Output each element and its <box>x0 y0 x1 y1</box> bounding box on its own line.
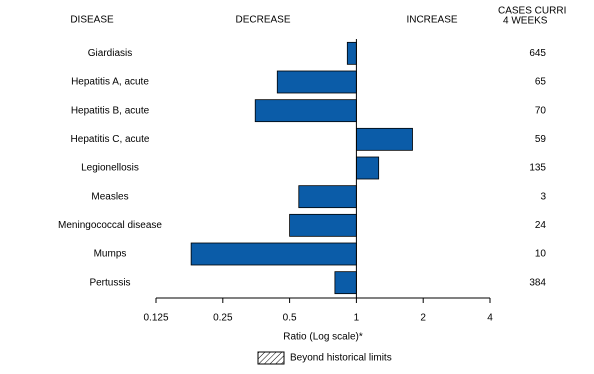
category-label: Mumps <box>94 249 127 260</box>
cases-value: 645 <box>529 48 546 59</box>
x-tick-label: 1 <box>354 313 360 324</box>
header-decrease: DECREASE <box>235 15 290 26</box>
x-tick-label: 4 <box>487 313 493 324</box>
category-label: Legionellosis <box>81 163 139 174</box>
x-tick-label: 0.5 <box>283 313 297 324</box>
x-axis-label: Ratio (Log scale)* <box>283 332 363 343</box>
cases-value: 65 <box>535 77 547 88</box>
category-label: Pertussis <box>89 277 130 288</box>
cases-value: 59 <box>535 134 547 145</box>
category-label: Hepatitis C, acute <box>71 134 150 145</box>
bar <box>276 70 357 94</box>
bar <box>355 156 380 180</box>
bar <box>334 271 357 295</box>
header-cases: CASES CURRI <box>498 6 566 17</box>
cases-value: 384 <box>529 277 546 288</box>
cases-value: 24 <box>535 220 547 231</box>
cases-value: 70 <box>535 105 547 116</box>
category-label: Meningococcal disease <box>58 220 162 231</box>
legend-label: Beyond historical limits <box>290 353 392 364</box>
bar <box>355 127 413 151</box>
bar <box>346 41 357 65</box>
cases-value: 10 <box>535 249 547 260</box>
bar <box>298 185 357 209</box>
legend-swatch <box>257 351 285 365</box>
header-disease: DISEASE <box>70 15 114 26</box>
header-increase: INCREASE <box>406 15 457 26</box>
category-label: Hepatitis A, acute <box>71 77 149 88</box>
bar <box>289 213 357 237</box>
category-label: Measles <box>91 191 128 202</box>
cases-value: 3 <box>540 191 546 202</box>
x-tick-label: 2 <box>420 313 426 324</box>
bar <box>190 242 357 266</box>
bar <box>254 99 357 123</box>
cases-value: 135 <box>529 163 546 174</box>
header-cases: 4 WEEKS <box>503 16 548 27</box>
x-tick-label: 0.125 <box>143 313 168 324</box>
x-tick-label: 0.25 <box>213 313 233 324</box>
category-label: Hepatitis B, acute <box>71 105 150 116</box>
category-label: Giardiasis <box>88 48 132 59</box>
